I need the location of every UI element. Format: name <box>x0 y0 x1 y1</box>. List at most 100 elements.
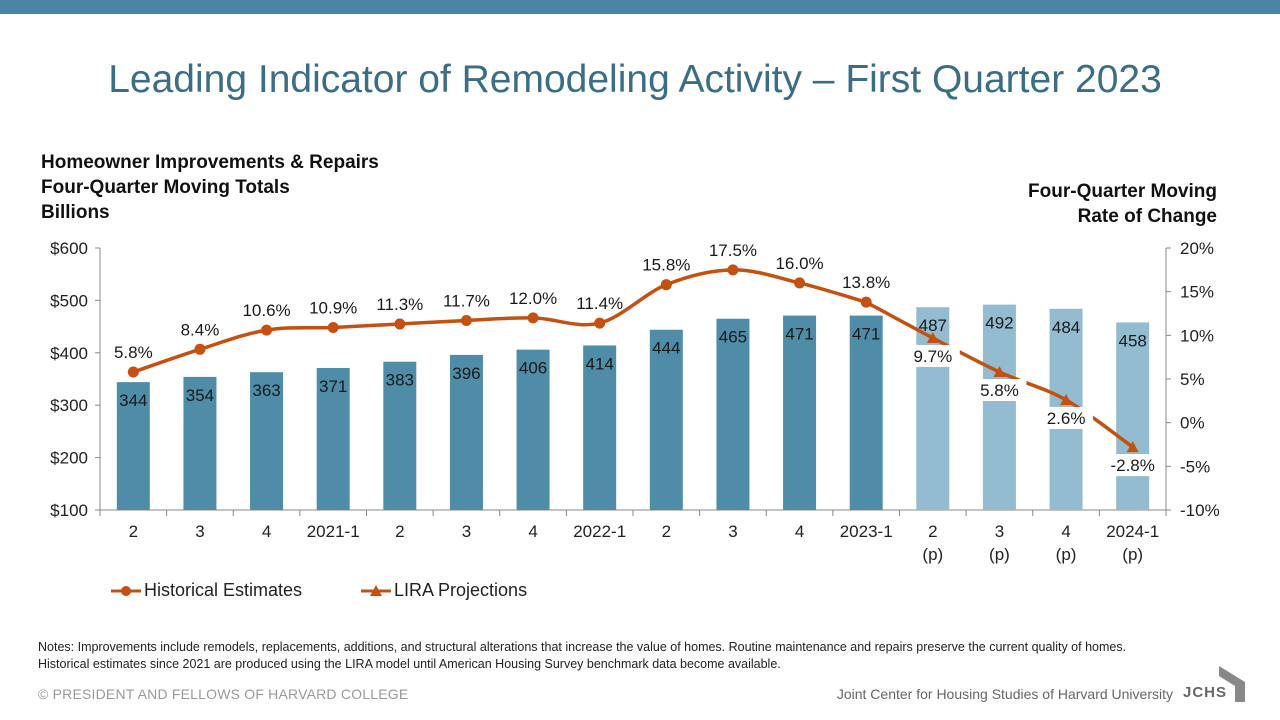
historical-data-label: 12.0% <box>509 289 557 308</box>
bar <box>783 315 817 510</box>
historical-point <box>460 314 472 326</box>
bar <box>116 382 150 510</box>
left-axis-title-line: Homeowner Improvements & Repairs <box>41 152 379 173</box>
bar-value-label: 444 <box>652 339 680 358</box>
x-axis-tick-label: (p) <box>989 545 1010 564</box>
historical-point <box>660 279 672 291</box>
legend-circle-line-icon <box>111 585 141 596</box>
x-axis-tick-label: 3 <box>195 522 204 541</box>
legend-label-historical: Historical Estimates <box>144 580 303 600</box>
historical-point <box>727 264 739 276</box>
footer-organization: Joint Center for Housing Studies of Harv… <box>836 686 1173 702</box>
right-axis-tick-label: 10% <box>1180 326 1214 345</box>
combo-chart: $100 $200 $300 $400 $500 $600 -10% -5% 0% 5% 10% 15… <box>50 239 1220 564</box>
left-axis-tick-label: $200 <box>50 449 88 468</box>
projection-point <box>993 366 1006 378</box>
bar-value-label: 414 <box>586 354 614 373</box>
x-axis-tick-label: 2 <box>928 522 937 541</box>
left-axis-tick-label: $100 <box>50 501 88 520</box>
historical-data-label: 10.6% <box>242 301 290 320</box>
historical-data-label: 13.8% <box>842 273 890 292</box>
bar-value-label: 396 <box>452 364 480 383</box>
historical-data-label: 17.5% <box>709 241 757 260</box>
x-axis-tick-label: 2021-1 <box>307 522 360 541</box>
historical-data-label: 10.9% <box>309 298 357 317</box>
left-axis-title-line: Four-Quarter Moving Totals <box>41 177 290 198</box>
historical-data-label: 11.4% <box>576 294 623 313</box>
projection-label-background <box>1105 454 1160 477</box>
bar-value-label: 363 <box>252 381 280 400</box>
historical-point <box>527 312 539 324</box>
historical-point <box>394 318 406 330</box>
house-logo-icon <box>1219 666 1245 702</box>
jchs-logo: JCHS <box>1183 664 1249 704</box>
historical-data-label: 15.8% <box>642 256 690 275</box>
projection-data-label: 9.7% <box>913 347 952 366</box>
bar <box>250 372 284 510</box>
historical-point <box>594 317 606 329</box>
left-axis-tick-label: $300 <box>50 396 88 415</box>
x-axis-tick-label: 3 <box>995 522 1004 541</box>
bar-value-label: 354 <box>186 386 214 405</box>
left-axis-tick-label: $400 <box>50 344 88 363</box>
historical-estimates-line <box>132 268 867 374</box>
x-axis-tick-label: 2022-1 <box>573 522 626 541</box>
x-axis-tick-label: 2 <box>662 522 671 541</box>
bar-value-label: 471 <box>852 325 880 344</box>
bar-value-label: 344 <box>119 391 147 410</box>
projection-label-background <box>972 379 1027 402</box>
projection-label-background <box>1039 406 1094 429</box>
x-axis-tick-label: 4 <box>528 522 537 541</box>
x-axis-tick-label: (p) <box>1056 545 1077 564</box>
bar <box>849 315 883 510</box>
historical-point <box>794 277 806 289</box>
right-axis-tick-label: -5% <box>1180 457 1210 476</box>
x-axis-tick-label: 3 <box>462 522 471 541</box>
projection-point <box>926 331 939 343</box>
x-axis-tick-label: 3 <box>728 522 737 541</box>
copyright: © PRESIDENT AND FELLOWS OF HARVARD COLLE… <box>38 686 409 702</box>
legend-triangle-line-icon <box>361 584 391 596</box>
right-axis-title: Four-Quarter Moving Rate of Change <box>1028 179 1217 229</box>
projection-point <box>1060 393 1073 405</box>
bar <box>449 354 483 510</box>
x-axis-tick-label: 4 <box>1061 522 1070 541</box>
bar <box>516 349 550 510</box>
legend-label-projections: LIRA Projections <box>394 580 528 600</box>
bar-value-label: 492 <box>985 314 1013 333</box>
historical-data-label: 16.0% <box>775 254 823 273</box>
bar <box>583 345 617 510</box>
bar <box>316 367 350 510</box>
right-axis-tick-label: -10% <box>1180 501 1220 520</box>
historical-point <box>127 366 139 378</box>
historical-point <box>860 296 872 308</box>
historical-data-label: 11.3% <box>376 295 423 314</box>
bar-value-label: 458 <box>1119 331 1147 350</box>
bar-value-label: 465 <box>719 328 747 347</box>
right-axis-tick-label: 20% <box>1180 239 1214 258</box>
projection-data-label: 5.8% <box>980 381 1019 400</box>
bar-value-label: 371 <box>319 377 347 396</box>
left-axis-title: Homeowner Improvements & Repairs Four-Qu… <box>41 150 379 225</box>
bar <box>1116 322 1150 510</box>
left-axis-tick-label: $500 <box>50 291 88 310</box>
x-axis-tick-label: 2023-1 <box>840 522 893 541</box>
x-axis-tick-label: 2024-1 <box>1106 522 1159 541</box>
projection-data-label: -2.8% <box>1110 456 1154 475</box>
legend-item-projections: LIRA Projections <box>360 580 527 601</box>
x-axis-tick-label: 2 <box>395 522 404 541</box>
x-axis-tick-label: 4 <box>262 522 271 541</box>
projection-point <box>1126 441 1139 453</box>
x-axis-tick-label: 4 <box>795 522 804 541</box>
historical-data-label: 11.7% <box>443 291 490 310</box>
historical-data-label: 8.4% <box>181 320 220 339</box>
bar-value-label: 484 <box>1052 318 1080 337</box>
historical-point <box>327 321 339 333</box>
x-axis-tick-label: 2 <box>129 522 138 541</box>
left-axis-title-line: Billions <box>41 202 110 223</box>
projection-label-background <box>905 344 960 367</box>
bar <box>716 318 750 510</box>
historical-point <box>261 324 273 336</box>
right-axis-title-line: Rate of Change <box>1077 206 1217 227</box>
projection-data-label: 2.6% <box>1047 409 1086 428</box>
